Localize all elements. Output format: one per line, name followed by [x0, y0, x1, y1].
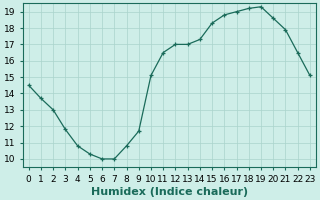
X-axis label: Humidex (Indice chaleur): Humidex (Indice chaleur) — [91, 187, 248, 197]
